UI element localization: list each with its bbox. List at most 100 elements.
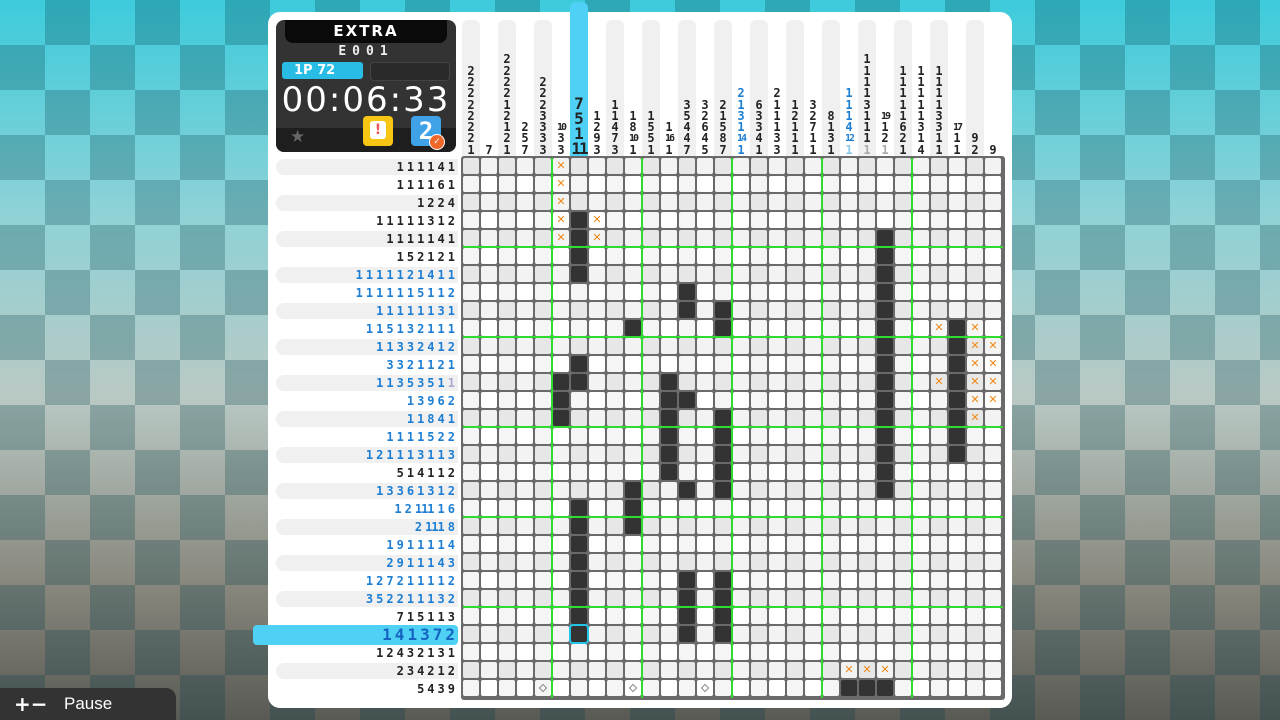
grid-cell[interactable] bbox=[985, 446, 1001, 462]
grid-cell[interactable] bbox=[985, 428, 1001, 444]
grid-cell-filled[interactable] bbox=[571, 608, 587, 624]
grid-cell-filled[interactable] bbox=[661, 410, 677, 426]
grid-cell-filled[interactable] bbox=[679, 392, 695, 408]
grid-cell[interactable] bbox=[643, 302, 659, 318]
grid-cell[interactable] bbox=[733, 572, 749, 588]
grid-cell[interactable] bbox=[841, 572, 857, 588]
grid-cell[interactable] bbox=[913, 194, 929, 210]
grid-cell[interactable] bbox=[643, 194, 659, 210]
grid-cell[interactable] bbox=[985, 158, 1001, 174]
grid-cell[interactable] bbox=[463, 356, 479, 372]
grid-cell[interactable] bbox=[931, 284, 947, 300]
grid-cell[interactable] bbox=[769, 446, 785, 462]
grid-cell[interactable] bbox=[733, 536, 749, 552]
grid-cell[interactable] bbox=[823, 158, 839, 174]
grid-cell[interactable] bbox=[841, 410, 857, 426]
grid-cell[interactable] bbox=[463, 320, 479, 336]
grid-cell[interactable] bbox=[859, 230, 875, 246]
grid-cell-filled[interactable] bbox=[661, 374, 677, 390]
grid-cell[interactable] bbox=[697, 536, 713, 552]
grid-cell[interactable] bbox=[481, 194, 497, 210]
grid-cell[interactable] bbox=[661, 626, 677, 642]
grid-cell-filled[interactable] bbox=[877, 374, 893, 390]
grid-cell[interactable] bbox=[481, 374, 497, 390]
grid-cell[interactable] bbox=[859, 176, 875, 192]
grid-cell-filled[interactable] bbox=[661, 446, 677, 462]
grid-cell[interactable] bbox=[553, 320, 569, 336]
grid-cell[interactable] bbox=[949, 554, 965, 570]
grid-cell[interactable] bbox=[607, 626, 623, 642]
grid-cell[interactable] bbox=[769, 194, 785, 210]
grid-cell[interactable] bbox=[769, 158, 785, 174]
grid-cell[interactable] bbox=[877, 572, 893, 588]
grid-cell[interactable] bbox=[607, 248, 623, 264]
grid-cell[interactable] bbox=[769, 266, 785, 282]
grid-cell[interactable] bbox=[625, 608, 641, 624]
grid-cell-filled[interactable] bbox=[877, 392, 893, 408]
grid-cell[interactable] bbox=[733, 500, 749, 516]
grid-cell[interactable] bbox=[643, 212, 659, 228]
grid-cell[interactable] bbox=[697, 320, 713, 336]
grid-cell[interactable] bbox=[769, 590, 785, 606]
grid-cell[interactable] bbox=[715, 500, 731, 516]
grid-cell[interactable] bbox=[625, 536, 641, 552]
grid-cell[interactable] bbox=[697, 644, 713, 660]
grid-cell-crossed[interactable] bbox=[931, 374, 947, 390]
grid-cell[interactable] bbox=[589, 320, 605, 336]
grid-cell-filled[interactable] bbox=[625, 500, 641, 516]
grid-cell[interactable] bbox=[769, 644, 785, 660]
grid-cell[interactable] bbox=[913, 374, 929, 390]
grid-cell[interactable] bbox=[643, 176, 659, 192]
grid-cell[interactable] bbox=[949, 680, 965, 696]
grid-cell-filled[interactable] bbox=[715, 590, 731, 606]
grid-cell[interactable] bbox=[553, 356, 569, 372]
grid-cell-filled[interactable] bbox=[661, 392, 677, 408]
grid-cell[interactable] bbox=[481, 284, 497, 300]
grid-cell[interactable] bbox=[499, 662, 515, 678]
grid-cell[interactable] bbox=[481, 518, 497, 534]
grid-cell[interactable] bbox=[913, 518, 929, 534]
grid-cell[interactable] bbox=[751, 626, 767, 642]
grid-cell[interactable] bbox=[535, 230, 551, 246]
grid-cell[interactable] bbox=[697, 446, 713, 462]
grid-cell[interactable] bbox=[625, 446, 641, 462]
grid-cell-filled[interactable] bbox=[877, 482, 893, 498]
grid-cell[interactable] bbox=[931, 536, 947, 552]
grid-cell[interactable] bbox=[589, 194, 605, 210]
grid-cell[interactable] bbox=[841, 284, 857, 300]
grid-cell[interactable] bbox=[823, 320, 839, 336]
grid-cell[interactable] bbox=[733, 266, 749, 282]
grid-cell[interactable] bbox=[535, 158, 551, 174]
grid-cell[interactable] bbox=[697, 410, 713, 426]
grid-cell[interactable] bbox=[787, 338, 803, 354]
grid-cell[interactable] bbox=[679, 680, 695, 696]
grid-cell[interactable] bbox=[625, 428, 641, 444]
grid-cell[interactable] bbox=[769, 356, 785, 372]
grid-cell[interactable] bbox=[607, 230, 623, 246]
grid-cell[interactable] bbox=[643, 320, 659, 336]
grid-cell[interactable] bbox=[787, 536, 803, 552]
grid-cell[interactable] bbox=[931, 428, 947, 444]
grid-cell-crossed[interactable] bbox=[967, 374, 983, 390]
grid-cell[interactable] bbox=[499, 284, 515, 300]
grid-cell[interactable] bbox=[787, 176, 803, 192]
grid-cell[interactable] bbox=[553, 284, 569, 300]
grid-cell[interactable] bbox=[787, 320, 803, 336]
grid-cell[interactable] bbox=[967, 176, 983, 192]
grid-cell-filled[interactable] bbox=[679, 302, 695, 318]
grid-cell-filled[interactable] bbox=[661, 428, 677, 444]
grid-cell[interactable] bbox=[751, 446, 767, 462]
grid-cell[interactable] bbox=[499, 320, 515, 336]
grid-cell[interactable] bbox=[841, 176, 857, 192]
grid-cell[interactable] bbox=[859, 266, 875, 282]
grid-cell[interactable] bbox=[679, 176, 695, 192]
grid-cell[interactable] bbox=[589, 338, 605, 354]
grid-cell[interactable] bbox=[931, 248, 947, 264]
grid-cell[interactable] bbox=[481, 464, 497, 480]
grid-cell[interactable] bbox=[769, 320, 785, 336]
grid-cell[interactable] bbox=[733, 410, 749, 426]
grid-cell[interactable] bbox=[697, 662, 713, 678]
grid-cell[interactable] bbox=[913, 536, 929, 552]
grid-cell[interactable] bbox=[625, 302, 641, 318]
grid-cell[interactable] bbox=[481, 536, 497, 552]
